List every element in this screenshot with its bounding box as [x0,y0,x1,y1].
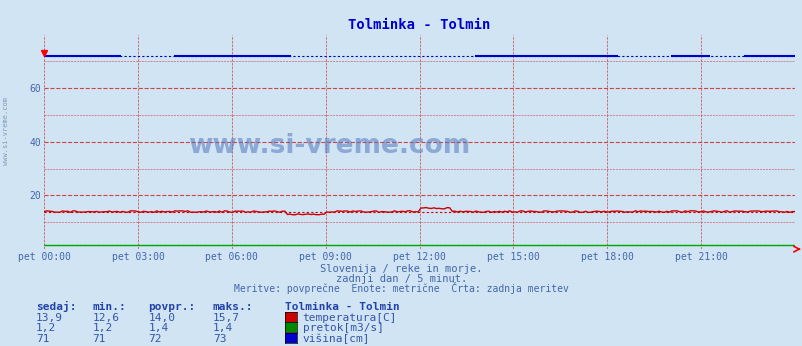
Text: www.si-vreme.com: www.si-vreme.com [3,98,10,165]
Text: Slovenija / reke in morje.: Slovenija / reke in morje. [320,264,482,274]
Text: 1,2: 1,2 [92,324,112,334]
Text: 72: 72 [148,334,162,344]
Text: pretok[m3/s]: pretok[m3/s] [302,324,383,334]
Text: maks.:: maks.: [213,302,253,312]
Text: min.:: min.: [92,302,126,312]
Text: povpr.:: povpr.: [148,302,196,312]
Text: zadnji dan / 5 minut.: zadnji dan / 5 minut. [335,274,467,284]
Title: Tolminka - Tolmin: Tolminka - Tolmin [348,18,490,32]
Text: 14,0: 14,0 [148,313,176,323]
Text: 73: 73 [213,334,226,344]
Text: 1,4: 1,4 [148,324,168,334]
Text: www.si-vreme.com: www.si-vreme.com [188,133,470,159]
Text: višina[cm]: višina[cm] [302,334,370,344]
Text: sedaj:: sedaj: [36,301,76,312]
Text: 13,9: 13,9 [36,313,63,323]
Text: 1,4: 1,4 [213,324,233,334]
Text: Meritve: povprečne  Enote: metrične  Črta: zadnja meritev: Meritve: povprečne Enote: metrične Črta:… [233,282,569,294]
Text: 15,7: 15,7 [213,313,240,323]
Text: Tolminka - Tolmin: Tolminka - Tolmin [285,302,399,312]
Text: 71: 71 [36,334,50,344]
Text: 1,2: 1,2 [36,324,56,334]
Text: 71: 71 [92,334,106,344]
Text: temperatura[C]: temperatura[C] [302,313,397,323]
Text: 12,6: 12,6 [92,313,119,323]
